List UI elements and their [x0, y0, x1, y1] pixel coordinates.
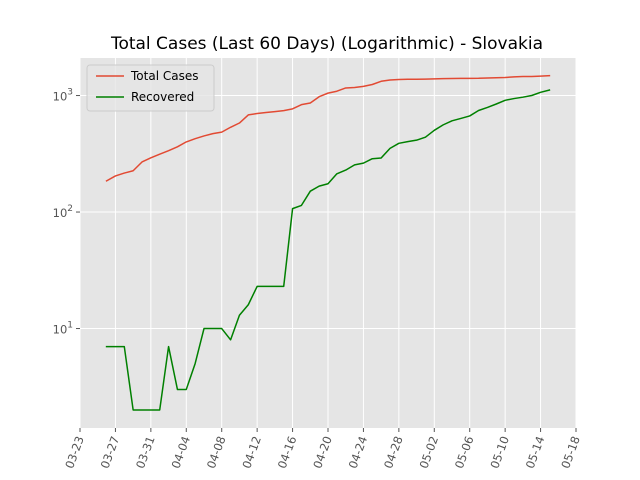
x-tick-label: 04-16: [275, 434, 300, 470]
x-tick-label: 04-28: [381, 434, 406, 470]
x-axis: 03-23 03-27 03-31 04-04 04-08 04-12 04-16 04-20…: [62, 428, 583, 470]
x-tick-label: 04-24: [346, 434, 371, 470]
y-tick-label: 102: [53, 204, 73, 220]
x-tick-label: 05-10: [487, 434, 512, 470]
series-line-recovered: [105, 89, 551, 411]
x-tick-label: 04-20: [310, 434, 335, 470]
x-tick-label: 04-12: [239, 434, 264, 470]
x-tick-label: 05-14: [523, 434, 548, 470]
x-tick-label: 03-31: [133, 434, 158, 470]
x-tick-label: 03-23: [62, 434, 87, 470]
legend-label-recovered: Recovered: [131, 90, 194, 104]
x-tick-label: 04-08: [204, 434, 229, 470]
y-tick-label: 103: [53, 88, 73, 104]
grid: [79, 58, 577, 428]
series-line-total-cases: [105, 74, 551, 182]
legend: Total Cases Recovered: [86, 64, 215, 112]
x-tick-label: 05-06: [452, 434, 477, 470]
x-tick-label: 05-02: [417, 434, 442, 470]
series-layer: [105, 74, 551, 411]
x-tick-label: 05-18: [558, 434, 583, 470]
y-tick-label: 101: [53, 321, 73, 337]
chart-title: Total Cases (Last 60 Days) (Logarithmic)…: [110, 34, 543, 54]
legend-label-total-cases: Total Cases: [130, 69, 198, 83]
x-tick-label: 04-04: [169, 434, 194, 470]
x-tick-label: 03-27: [98, 434, 123, 470]
y-axis: 101 102 103: [53, 88, 80, 337]
